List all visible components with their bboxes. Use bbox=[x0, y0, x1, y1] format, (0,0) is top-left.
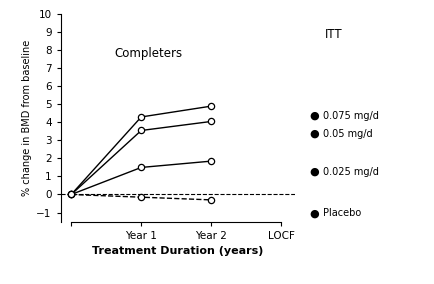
Text: 0.05 mg/d: 0.05 mg/d bbox=[323, 129, 373, 139]
Text: ●: ● bbox=[310, 208, 319, 218]
Text: ●: ● bbox=[310, 129, 319, 139]
Text: Completers: Completers bbox=[114, 47, 182, 60]
Y-axis label: % change in BMD from baseline: % change in BMD from baseline bbox=[22, 40, 32, 196]
Text: ITT: ITT bbox=[326, 28, 343, 41]
Text: ●: ● bbox=[310, 167, 319, 177]
Text: 0.075 mg/d: 0.075 mg/d bbox=[323, 111, 379, 121]
Text: 0.025 mg/d: 0.025 mg/d bbox=[323, 167, 379, 177]
Text: Placebo: Placebo bbox=[323, 208, 362, 218]
Text: ●: ● bbox=[310, 111, 319, 121]
X-axis label: Treatment Duration (years): Treatment Duration (years) bbox=[92, 246, 263, 256]
